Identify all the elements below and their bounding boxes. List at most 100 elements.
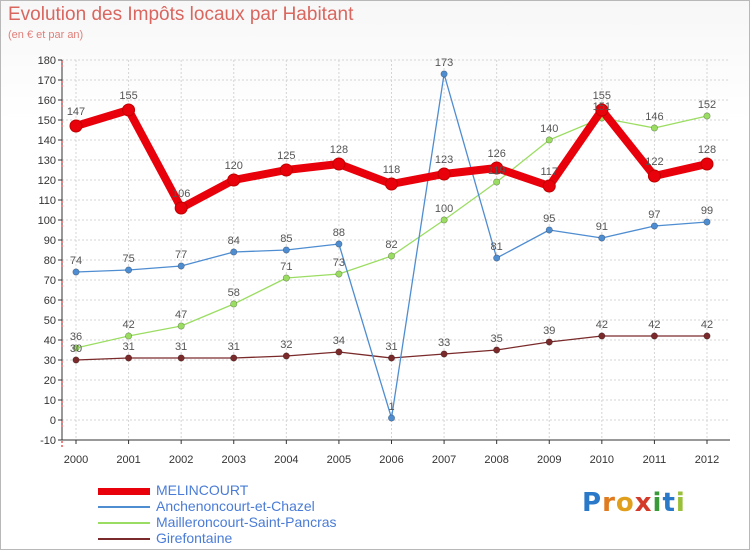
logo-letter: P <box>582 488 603 518</box>
point-mailleroncourt-saint-pancras <box>177 322 185 330</box>
point-melincourt <box>385 177 398 191</box>
y-axis-ticks: -10 0 10 20 30 40 50 60 70 80 90 100 110 120 130 140 150… <box>38 55 62 447</box>
data-label-mailleroncourt-saint-pancras: 71 <box>280 261 292 273</box>
point-mailleroncourt-saint-pancras <box>125 332 133 340</box>
data-label-melincourt: 106 <box>172 188 190 200</box>
data-label-melincourt: 122 <box>645 156 663 168</box>
point-girefontaine <box>125 354 133 362</box>
data-label-melincourt: 155 <box>593 90 611 102</box>
data-label-mailleroncourt-saint-pancras: 100 <box>435 203 453 215</box>
data-label-girefontaine: 30 <box>70 343 82 355</box>
point-anchenoncourt-et-chazel <box>387 414 395 422</box>
point-girefontaine <box>598 332 606 340</box>
legend-item-melincourt: MELINCOURT <box>98 482 418 499</box>
data-label-girefontaine: 35 <box>491 333 503 345</box>
x-tick-label: 2009 <box>537 454 561 466</box>
data-label-girefontaine: 32 <box>280 339 292 351</box>
data-label-mailleroncourt-saint-pancras: 36 <box>70 331 82 343</box>
y-tick-label: 140 <box>38 135 56 147</box>
point-anchenoncourt-et-chazel <box>335 240 343 248</box>
data-label-melincourt: 128 <box>330 144 348 156</box>
axes <box>61 60 730 449</box>
data-label-melincourt: 126 <box>487 148 505 160</box>
point-mailleroncourt-saint-pancras <box>493 178 501 186</box>
point-melincourt <box>595 103 609 117</box>
data-label-anchenoncourt-et-chazel: 88 <box>333 227 345 239</box>
point-girefontaine <box>335 348 343 356</box>
x-tick-label: 2002 <box>169 454 193 466</box>
point-anchenoncourt-et-chazel <box>230 248 238 256</box>
y-tick-label: 40 <box>44 335 56 347</box>
data-label-mailleroncourt-saint-pancras: 73 <box>333 257 345 269</box>
point-girefontaine <box>387 354 395 362</box>
data-label-girefontaine: 42 <box>596 319 608 331</box>
point-anchenoncourt-et-chazel <box>650 222 658 230</box>
point-girefontaine <box>545 338 553 346</box>
point-anchenoncourt-et-chazel <box>72 268 80 276</box>
legend-item-anchenoncourt-et-chazel: Anchenoncourt-et-Chazel <box>98 498 418 515</box>
logo-letter: i <box>675 488 686 518</box>
y-tick-label: 110 <box>38 195 56 207</box>
point-girefontaine <box>493 346 501 354</box>
point-girefontaine <box>230 354 238 362</box>
y-tick-label: 120 <box>38 175 56 187</box>
point-girefontaine <box>72 356 80 364</box>
point-mailleroncourt-saint-pancras <box>650 124 658 132</box>
y-tick-label: 130 <box>38 155 56 167</box>
chart-title: Evolution des Impôts locaux par Habitant <box>8 4 354 25</box>
point-melincourt <box>437 167 451 181</box>
logo-letter: t <box>662 488 676 518</box>
point-melincourt <box>174 201 188 215</box>
y-tick-label: 90 <box>44 235 56 247</box>
data-label-anchenoncourt-et-chazel: 85 <box>280 233 292 245</box>
data-label-girefontaine: 31 <box>385 341 397 353</box>
data-label-anchenoncourt-et-chazel: 95 <box>543 213 555 225</box>
x-tick-label: 2000 <box>64 454 88 466</box>
point-melincourt <box>69 119 83 133</box>
x-tick-label: 2004 <box>274 454 298 466</box>
legend-item-mailleroncourt-saint-pancras: Mailleroncourt-Saint-Pancras <box>98 514 418 531</box>
point-mailleroncourt-saint-pancras <box>72 344 80 352</box>
point-mailleroncourt-saint-pancras <box>282 274 290 282</box>
point-melincourt <box>490 161 504 175</box>
x-axis-ticks: 2000 2001 2002 2003 2004 2005 2006 2007 2008 2009… <box>64 440 719 466</box>
point-girefontaine <box>703 332 711 340</box>
point-girefontaine <box>282 352 290 360</box>
data-label-melincourt: 128 <box>698 144 716 156</box>
y-tick-label: 100 <box>38 215 56 227</box>
gridlines <box>62 59 730 441</box>
data-label-mailleroncourt-saint-pancras: 146 <box>645 111 663 123</box>
data-label-mailleroncourt-saint-pancras: 151 <box>593 101 611 113</box>
point-anchenoncourt-et-chazel <box>598 234 606 242</box>
legend-label: Mailleroncourt-Saint-Pancras <box>156 514 337 530</box>
data-label-mailleroncourt-saint-pancras: 42 <box>122 319 134 331</box>
logo-letter: i <box>652 488 663 518</box>
data-label-mailleroncourt-saint-pancras: 58 <box>228 287 240 299</box>
series-group <box>69 70 714 422</box>
x-tick-label: 2001 <box>116 454 140 466</box>
point-melincourt <box>647 169 661 183</box>
line-chart: 2000 2001 2002 2003 2004 2005 2006 2007 2008 2009… <box>38 55 730 466</box>
x-tick-label: 2010 <box>590 454 614 466</box>
point-anchenoncourt-et-chazel <box>125 266 133 274</box>
y-tick-label: 170 <box>38 75 56 87</box>
y-tick-label: 50 <box>44 315 56 327</box>
data-label-girefontaine: 34 <box>333 335 345 347</box>
x-tick-label: 2012 <box>695 454 719 466</box>
point-melincourt <box>542 179 556 193</box>
point-mailleroncourt-saint-pancras <box>230 300 238 308</box>
data-label-anchenoncourt-et-chazel: 1 <box>388 401 394 413</box>
point-mailleroncourt-saint-pancras <box>387 252 395 260</box>
logo-letter: x <box>634 488 653 518</box>
data-label-anchenoncourt-et-chazel: 84 <box>228 235 240 247</box>
data-label-anchenoncourt-et-chazel: 99 <box>701 205 713 217</box>
data-labels: 30 31 31 31 32 34 31 33 35 39 42 42 42 36 42 47 58 71 73 82… <box>67 57 716 413</box>
legend-item-girefontaine: Girefontaine <box>98 530 418 547</box>
data-label-anchenoncourt-et-chazel: 75 <box>122 253 134 265</box>
legend-swatch <box>98 488 150 495</box>
point-anchenoncourt-et-chazel <box>703 218 711 226</box>
data-label-mailleroncourt-saint-pancras: 82 <box>385 239 397 251</box>
point-anchenoncourt-et-chazel <box>545 226 553 234</box>
data-label-melincourt: 147 <box>67 106 85 118</box>
point-anchenoncourt-et-chazel <box>177 262 185 270</box>
